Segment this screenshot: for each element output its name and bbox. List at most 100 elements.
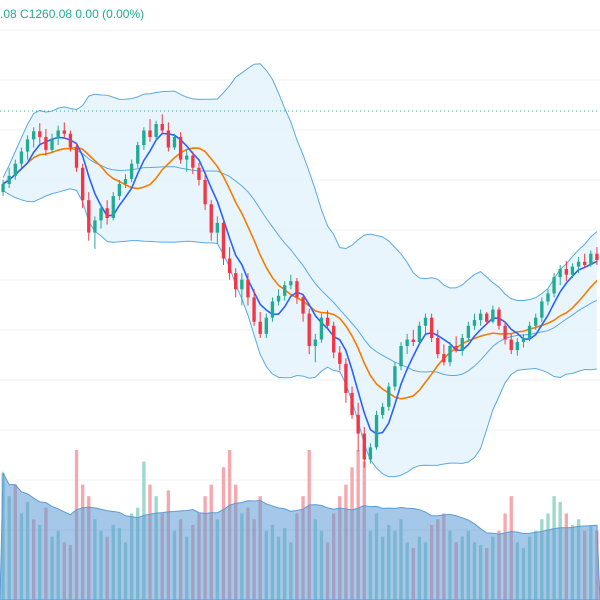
candle-body <box>62 130 66 134</box>
candle-body <box>472 320 477 326</box>
candle-body <box>399 346 403 367</box>
candle-body <box>99 208 103 221</box>
candle-body <box>387 386 391 407</box>
candle-body <box>7 175 11 184</box>
candle-body <box>240 279 244 290</box>
volume-ma-area <box>0 471 600 600</box>
candle-body <box>485 313 489 322</box>
candle-body <box>178 136 183 160</box>
candle-body <box>503 325 507 340</box>
candle-body <box>546 293 550 302</box>
candle-body <box>154 124 158 137</box>
candle-body <box>301 297 305 314</box>
candle-body <box>166 130 171 148</box>
candle-body <box>129 163 134 180</box>
candle-body <box>454 346 458 351</box>
candle-body <box>350 393 354 415</box>
candle-body <box>405 339 409 347</box>
candle-body <box>209 204 213 233</box>
candle-body <box>117 183 122 197</box>
candle-body <box>466 325 471 338</box>
candle-body <box>319 317 324 340</box>
candle-body <box>221 222 226 259</box>
candle-body <box>380 406 385 415</box>
candle-body <box>93 220 97 233</box>
candle-body <box>148 130 152 137</box>
candle-body <box>442 354 446 363</box>
candle-body <box>411 339 415 342</box>
ohlc-legend: .08 C1260.08 0.00 (0.00%) <box>0 7 144 21</box>
candle-body <box>227 258 232 274</box>
candle-body <box>313 339 317 347</box>
candle-body <box>460 337 464 351</box>
candle-body <box>264 317 269 334</box>
candle-body <box>31 131 36 140</box>
candle-body <box>50 138 54 150</box>
candle-body <box>515 341 520 351</box>
candle-body <box>436 337 440 355</box>
candle-body <box>258 321 262 334</box>
candle-body <box>234 273 238 290</box>
candle-body <box>534 317 538 326</box>
bollinger-upper-line <box>2 63 598 302</box>
candle-body <box>589 253 593 265</box>
candle-body <box>362 433 366 460</box>
candle-body <box>68 133 73 148</box>
candle-body <box>136 145 140 164</box>
candle-body <box>38 131 42 137</box>
candle-body <box>374 414 379 448</box>
candle-body <box>283 285 287 296</box>
candle-body <box>491 309 495 322</box>
candle-body <box>497 309 501 326</box>
candle-body <box>270 301 275 318</box>
legend-high-value: .08 <box>0 7 17 21</box>
candle-body <box>13 163 17 176</box>
candle-body <box>331 325 336 353</box>
candle-body <box>25 139 30 152</box>
candle-body <box>111 196 115 218</box>
candle-body <box>338 352 342 364</box>
candle-body <box>142 130 146 146</box>
legend-close-value: C1260.08 <box>20 7 73 21</box>
candle-body <box>583 261 587 265</box>
candle-body <box>570 266 575 275</box>
candle-body <box>564 269 569 275</box>
candle-body <box>595 253 599 261</box>
candle-body <box>160 124 164 131</box>
candle-body <box>344 363 348 394</box>
candle-body <box>356 414 360 434</box>
candle-body <box>417 325 422 342</box>
candle-body <box>276 295 281 302</box>
bollinger-lower-line <box>2 188 597 478</box>
candle-body <box>368 447 373 460</box>
candle-body <box>246 279 250 298</box>
candle-body <box>203 179 207 205</box>
candle-body <box>521 337 526 342</box>
candle-body <box>215 222 220 233</box>
candle-body <box>295 281 299 298</box>
candle-body <box>1 183 5 193</box>
bollinger-middle-line <box>2 148 598 377</box>
candle-body <box>448 346 452 363</box>
legend-change-value: 0.00 (0.00%) <box>75 7 145 21</box>
candle-body <box>540 301 544 318</box>
candle-body <box>44 136 48 150</box>
candle-body <box>172 136 177 148</box>
candle-body <box>252 297 256 322</box>
candle-body <box>576 261 581 267</box>
candle-body <box>509 339 513 351</box>
candle-body <box>197 167 201 180</box>
candle-body <box>527 325 532 338</box>
bollinger-band-fill <box>3 63 597 477</box>
candle-body <box>185 155 189 160</box>
candle-body <box>552 277 556 294</box>
candle-body <box>289 281 293 286</box>
candle-body <box>307 313 311 347</box>
candle-body <box>87 200 91 233</box>
candle-body <box>191 155 195 168</box>
candle-body <box>558 269 562 278</box>
candle-body <box>325 317 330 326</box>
candle-body <box>19 151 24 164</box>
